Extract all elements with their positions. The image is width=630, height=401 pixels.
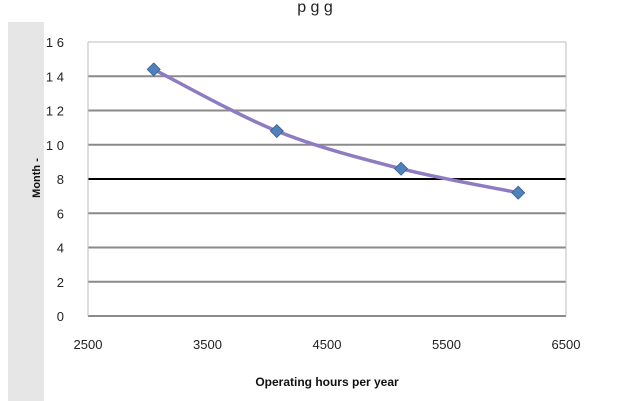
y-tick-label: 1 6 <box>46 35 64 50</box>
y-tick-labels: 0 2 4 6 8 1 0 1 2 1 4 1 6 <box>46 35 64 324</box>
y-tick-label: 1 2 <box>46 104 64 119</box>
series-line <box>151 67 520 195</box>
y-tick-label: 2 <box>57 275 64 290</box>
x-tick-label: 3500 <box>193 337 222 352</box>
x-tick-label: 6500 <box>552 337 581 352</box>
x-tick-label: 5500 <box>432 337 461 352</box>
series-group <box>146 62 526 200</box>
y-tick-label: 4 <box>57 241 64 256</box>
data-point-marker <box>511 185 526 200</box>
y-tick-label: 1 4 <box>46 69 64 84</box>
x-axis-title: Operating hours per year <box>255 375 399 389</box>
y-tick-label: 8 <box>57 172 64 187</box>
y-axis-title: Month - <box>31 158 43 198</box>
y-tick-label: 1 0 <box>46 138 64 153</box>
x-tick-label: 2500 <box>74 337 103 352</box>
chart-title-partial: p g g <box>297 0 333 16</box>
data-point-marker <box>269 123 284 139</box>
y-tick-label: 0 <box>57 309 64 324</box>
y-tick-label: 6 <box>57 206 64 221</box>
data-point-marker <box>146 62 161 77</box>
data-point-marker <box>394 161 409 176</box>
x-tick-label: 4500 <box>313 337 342 352</box>
x-tick-labels: 2500 3500 4500 5500 6500 <box>74 337 581 352</box>
left-panel <box>8 22 44 401</box>
